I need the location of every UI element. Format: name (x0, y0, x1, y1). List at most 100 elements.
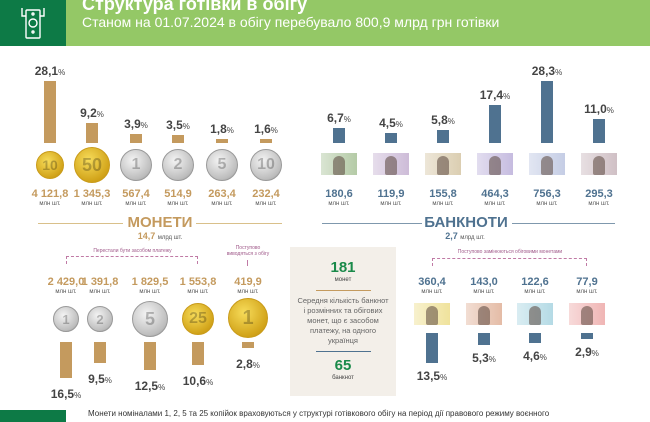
old-coins-label: Перестали бути засобом платежу (93, 248, 172, 254)
value-label: 295,3 (585, 188, 613, 200)
unit-label: млн шт. (211, 201, 233, 207)
withdrawn-coins-label: Поступово виводяться з обігу (226, 245, 270, 257)
value-label: 756,3 (533, 188, 561, 200)
value-label: 143,0 (470, 276, 498, 288)
coin-1-icon: 1 (228, 298, 268, 338)
percent-value: 6,7 (327, 111, 344, 126)
value-label: 122,6 (521, 276, 549, 288)
coin-1-icon: 1 (120, 149, 152, 181)
percent-sign: % (555, 67, 563, 77)
percent-sign: % (140, 121, 148, 131)
percent-sign: % (606, 105, 614, 115)
coin-bar (144, 342, 156, 370)
banknotes-divider-right (512, 223, 615, 224)
banknote-bar (385, 133, 397, 143)
coin-1-icon: 1 (53, 306, 79, 332)
percent-sign: % (158, 382, 166, 392)
banknote-10-icon (569, 303, 605, 325)
portrait-icon (489, 156, 501, 175)
banknote-percent: 13,5% (402, 369, 462, 383)
portrait-icon (581, 306, 593, 325)
portrait-icon (437, 156, 449, 175)
cash-atm-icon (0, 0, 66, 46)
unit-label: млн шт. (125, 201, 147, 207)
percent-sign: % (270, 126, 278, 136)
per-capita-coins-label: монет (334, 277, 352, 283)
percent-value: 28,3 (531, 63, 556, 78)
percent-value: 9,2 (80, 105, 97, 120)
per-capita-coins: 181 (330, 259, 356, 276)
portrait-icon (593, 156, 605, 175)
coin-percent: 1,8% (192, 122, 252, 136)
unit-label: млн шт. (484, 201, 506, 207)
percent-sign: % (539, 353, 547, 363)
coins-divider-right (196, 223, 282, 224)
unit-label: млн шт. (255, 201, 277, 207)
percent-sign: % (104, 375, 112, 385)
banknote-bar (437, 130, 449, 143)
percent-sign: % (252, 361, 260, 371)
unit-label: млн шт. (524, 289, 546, 295)
coin-percent: 12,5% (120, 379, 180, 393)
percent-value: 3,9 (124, 117, 141, 132)
unit-label: млн шт. (473, 289, 495, 295)
percent-value: 5,3 (472, 350, 489, 365)
portrait-icon (541, 156, 553, 175)
coin-10-icon: 10 (36, 151, 64, 179)
value-label: 2 429,0 (47, 276, 85, 288)
coin-percent: 9,5% (70, 372, 130, 386)
value-label: 514,9 (164, 188, 192, 200)
banknote-percent: 11,0% (569, 102, 629, 116)
percent-sign: % (206, 378, 214, 388)
value-label: 1 553,8 (179, 276, 217, 288)
value-label: 155,8 (429, 188, 457, 200)
replaced-banknotes-bracket (432, 258, 587, 266)
banknote-percent: 2,9% (557, 345, 617, 359)
percent-value: 1,8 (210, 122, 227, 137)
coin-percent: 28,1% (20, 64, 80, 78)
unit-label: млн шт. (39, 201, 61, 207)
coins-divider-left (38, 223, 123, 224)
banknote-bar (581, 333, 593, 340)
percent-value: 2,8 (236, 357, 253, 372)
coin-bar (242, 342, 254, 349)
per-capita-banknotes: 65 (334, 357, 352, 374)
portrait-icon (529, 306, 541, 325)
unit-label: млн шт. (421, 289, 443, 295)
unit-label: млн шт. (237, 289, 259, 295)
value-label: 77,9 (576, 276, 598, 288)
percent-value: 11,0 (584, 101, 607, 116)
banknote-bar (489, 104, 501, 143)
banknote-bar (426, 333, 438, 363)
percent-sign: % (488, 354, 496, 364)
coins-section-title: МОНЕТИ (127, 214, 193, 231)
unit-label: млн шт. (167, 201, 189, 207)
percent-value: 13,5 (416, 368, 441, 383)
coin-5-icon: 5 (132, 301, 168, 337)
coin-2-icon: 2 (162, 149, 194, 181)
coin-50-icon: 50 (74, 147, 110, 183)
portrait-icon (478, 306, 490, 325)
coins-total-value: 14,7 (137, 231, 156, 241)
banknote-200-icon (477, 153, 513, 175)
coin-percent: 1,6% (236, 122, 296, 136)
banknote-percent: 5,8% (413, 113, 473, 127)
page-subtitle: Станом на 01.07.2024 в обігу перебувало … (82, 14, 500, 30)
unit-label: млн шт. (432, 201, 454, 207)
portrait-icon (385, 156, 397, 175)
percent-sign: % (503, 91, 511, 101)
value-label: 263,4 (208, 188, 236, 200)
banknote-bar (541, 80, 553, 143)
percent-value: 16,5 (50, 387, 75, 402)
percent-value: 17,4 (479, 87, 504, 102)
old-coins-bracket (66, 256, 198, 264)
unit-label: млн шт. (187, 289, 209, 295)
footer-button[interactable] (0, 410, 66, 422)
banknote-bar (593, 118, 605, 143)
banknotes-total: 2,7 млрд шт. (415, 231, 515, 241)
coin-bar (94, 342, 106, 363)
coin-percent: 3,5% (148, 118, 208, 132)
coin-bar (172, 135, 184, 143)
percent-value: 5,8 (431, 113, 448, 128)
percent-value: 12,5 (134, 378, 159, 393)
